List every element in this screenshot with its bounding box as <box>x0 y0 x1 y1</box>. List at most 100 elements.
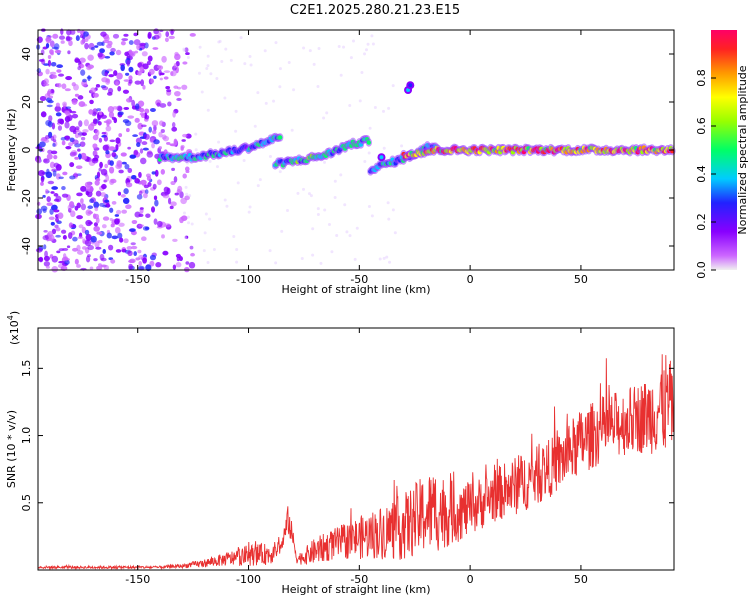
spectrogram-noise-cell <box>54 105 62 112</box>
spectrogram-noise-cell <box>84 239 92 247</box>
spectrogram-noise-cell <box>184 166 190 172</box>
spectrogram-noise-cell <box>92 118 98 125</box>
spectrogram-noise-cell <box>95 246 102 250</box>
spectrogram-noise-cell <box>55 234 61 238</box>
spectrogram-noise-cell <box>60 137 66 141</box>
spectrogram-noise-cell <box>108 111 115 118</box>
spectrogram-speckle <box>366 42 370 46</box>
spectrogram-noise-cell <box>96 231 103 235</box>
spectrogram-noise-cell <box>124 163 130 170</box>
spectrogram-noise-cell <box>171 126 178 132</box>
spectrogram-speckle <box>316 207 320 211</box>
spectrogram-noise-cell <box>109 178 115 186</box>
spectrogram-noise-cell <box>70 210 76 218</box>
spectrogram-speckle <box>264 101 268 105</box>
spectrogram-noise-cell <box>140 179 147 185</box>
spectrogram-noise-cell <box>71 224 76 228</box>
spectrogram-x-ticks: -150 -100 -50 0 50 <box>125 30 588 286</box>
spectrogram-speckle <box>370 34 374 38</box>
spectrogram-noise-cell <box>75 126 80 130</box>
spectrogram-noise-cell <box>93 225 100 232</box>
snr-x-ticks: -150 -100 -50 0 50 <box>125 328 588 586</box>
spectrogram-noise-cell <box>77 148 81 152</box>
spectrogram-noise-cell <box>153 139 160 145</box>
spectrogram-noise-cell <box>94 129 100 137</box>
spectrogram-noise-cell <box>151 171 156 175</box>
spectrogram-noise-cell <box>139 107 145 113</box>
spectrogram-noise-cell <box>53 193 59 197</box>
spectrogram-noise-cell <box>112 33 120 39</box>
spectrogram-noise-cell <box>180 197 187 205</box>
spectrogram-speckle <box>198 45 202 49</box>
spectrogram-noise-cell <box>47 99 54 104</box>
spectrogram-noise-cell <box>148 126 153 133</box>
spectrogram-noise-cell <box>147 55 153 62</box>
spectrogram-noise-cell <box>158 69 162 76</box>
spectrogram-noise-cell <box>97 52 103 58</box>
spectrogram-noise-cell <box>61 140 66 146</box>
spectrogram-noise-cell <box>36 158 42 164</box>
snr-y-tick-label: 1.0 <box>20 427 33 445</box>
spectrogram-noise-cell <box>79 141 86 147</box>
spectrogram-speckle <box>280 229 284 233</box>
spectrogram-noise-cell <box>71 99 78 105</box>
spectrogram-noise-cell <box>173 85 179 89</box>
spectrogram-noise-cell <box>182 61 188 65</box>
spectrogram-speckle <box>311 227 315 231</box>
spectrogram-noise-cell <box>65 76 73 81</box>
spectrogram-noise-cell <box>182 173 187 179</box>
spectrogram-noise-cell <box>53 209 60 213</box>
colorbar-ticks: 0.0 0.2 0.4 0.6 0.8 <box>695 69 716 279</box>
spectrogram-noise-cell <box>189 33 196 37</box>
spectrogram-noise-cell <box>97 121 102 126</box>
spectrogram-speckle <box>367 151 371 155</box>
spectrogram-noise-cell <box>56 64 64 68</box>
spectrogram-noise-cell <box>170 71 174 76</box>
spectrogram-noise-cell <box>46 153 53 160</box>
spectrogram-speckle <box>322 116 326 120</box>
spectrogram-noise-cell <box>127 146 131 150</box>
spectrogram-speckle <box>301 187 305 191</box>
spectrogram-speckle <box>217 140 221 144</box>
spectrogram-noise-cell <box>141 51 148 57</box>
spectrogram-noise-cell <box>60 40 65 44</box>
spectrogram-noise-cell <box>87 254 91 258</box>
spectrogram-speckle <box>183 235 187 239</box>
spectrogram-speckle <box>360 71 364 75</box>
spectrogram-noise-cell <box>96 265 103 271</box>
spectrogram-noise-cell <box>142 63 149 70</box>
spectrogram-noise-cell <box>131 99 136 107</box>
spectrogram-noise-cell <box>123 106 130 110</box>
spectrogram-noise-cell <box>87 221 93 225</box>
spectrogram-speckle <box>249 63 253 67</box>
spectrogram-noise-cell <box>109 166 115 174</box>
spectrogram-noise-cell <box>146 61 151 66</box>
spectrogram-noise-cell <box>151 142 155 149</box>
spectrogram-noise-cell <box>188 261 196 269</box>
spectrogram-noise-cell <box>92 134 99 141</box>
spectrogram-noise-cell <box>167 197 172 205</box>
spectrogram-noise-cell <box>111 200 117 205</box>
spectrogram-speckle <box>333 179 337 183</box>
spectrogram-speckle <box>232 235 236 239</box>
spectrogram-noise-cell <box>171 122 176 128</box>
spectrogram-speckle <box>382 146 386 150</box>
spectrogram-noise-cell <box>98 239 103 244</box>
spectrogram-speckle <box>317 47 321 51</box>
spectrogram-noise-cell <box>127 115 135 119</box>
spectrogram-noise-cell <box>185 52 190 56</box>
spectrogram-noise-cell <box>104 55 111 59</box>
spectrogram-y-tick-label: -40 <box>20 237 33 255</box>
spectrogram-noise-cell <box>110 47 116 53</box>
spectrogram-speckle <box>190 222 194 226</box>
spectrogram-noise-cell <box>99 48 105 54</box>
spectrogram-x-tick-label: 0 <box>467 273 474 286</box>
spectrogram-speckle <box>349 56 353 60</box>
spectrogram-speckle <box>185 192 189 196</box>
spectrogram-speckle <box>393 231 397 235</box>
spectrogram-noise-cell <box>100 31 107 37</box>
spectrogram-noise-cell <box>39 141 46 148</box>
spectrogram-noise-cell <box>79 34 84 39</box>
spectrogram-speckle <box>220 59 224 63</box>
spectrogram-noise-cell <box>160 129 165 133</box>
